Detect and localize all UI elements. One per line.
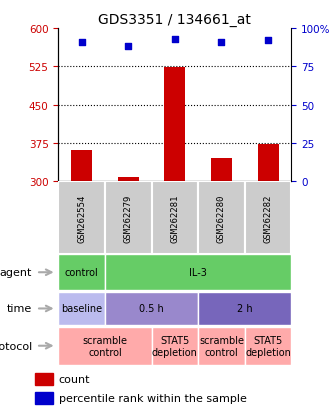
- Text: 0.5 h: 0.5 h: [139, 304, 164, 314]
- Bar: [35, 373, 53, 385]
- Text: GSM262281: GSM262281: [170, 194, 179, 242]
- Point: [265, 38, 271, 45]
- FancyBboxPatch shape: [245, 327, 291, 365]
- Text: scramble
control: scramble control: [199, 335, 244, 357]
- FancyBboxPatch shape: [105, 292, 198, 325]
- FancyBboxPatch shape: [105, 182, 152, 254]
- Bar: [258, 145, 278, 182]
- Title: GDS3351 / 134661_at: GDS3351 / 134661_at: [98, 12, 251, 26]
- Text: STAT5
depletion: STAT5 depletion: [245, 335, 291, 357]
- Text: control: control: [65, 268, 99, 278]
- FancyBboxPatch shape: [58, 182, 105, 254]
- FancyBboxPatch shape: [152, 182, 198, 254]
- Text: count: count: [59, 374, 90, 384]
- Text: GSM262282: GSM262282: [263, 194, 273, 242]
- Text: agent: agent: [0, 268, 32, 278]
- FancyBboxPatch shape: [245, 182, 291, 254]
- FancyBboxPatch shape: [152, 327, 198, 365]
- FancyBboxPatch shape: [198, 292, 291, 325]
- FancyBboxPatch shape: [105, 255, 291, 290]
- Text: baseline: baseline: [61, 304, 102, 314]
- Text: protocol: protocol: [0, 341, 32, 351]
- FancyBboxPatch shape: [58, 292, 105, 325]
- Text: IL-3: IL-3: [189, 268, 207, 278]
- Bar: [118, 178, 139, 182]
- Text: STAT5
depletion: STAT5 depletion: [152, 335, 198, 357]
- Text: GSM262280: GSM262280: [217, 194, 226, 242]
- Text: scramble
control: scramble control: [82, 335, 128, 357]
- Text: time: time: [7, 304, 32, 314]
- Bar: [165, 68, 185, 182]
- Point: [219, 39, 224, 46]
- FancyBboxPatch shape: [58, 327, 152, 365]
- Text: GSM262279: GSM262279: [124, 194, 133, 242]
- Bar: [35, 392, 53, 404]
- Text: percentile rank within the sample: percentile rank within the sample: [59, 393, 247, 403]
- Point: [126, 44, 131, 50]
- Text: 2 h: 2 h: [237, 304, 252, 314]
- Bar: [71, 150, 92, 182]
- Point: [172, 36, 177, 43]
- Point: [79, 39, 84, 46]
- Bar: [211, 159, 232, 182]
- FancyBboxPatch shape: [198, 182, 245, 254]
- Text: GSM262554: GSM262554: [77, 194, 86, 242]
- FancyBboxPatch shape: [198, 327, 245, 365]
- FancyBboxPatch shape: [58, 255, 105, 290]
